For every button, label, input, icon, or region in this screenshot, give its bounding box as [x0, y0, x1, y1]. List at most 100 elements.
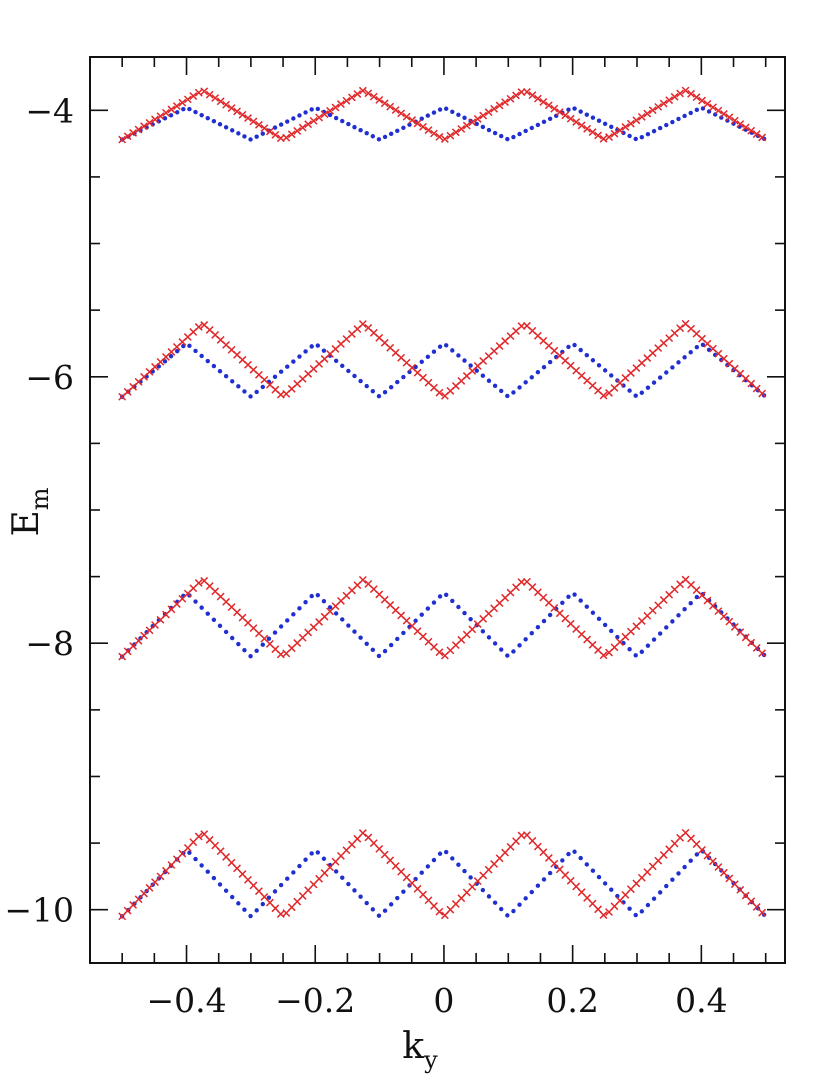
blue-dot-point: [590, 358, 596, 363]
blue-dot-point: [480, 887, 486, 893]
blue-dot-point: [602, 622, 608, 628]
y-tick-label: −4: [25, 91, 74, 130]
blue-dot-point: [615, 893, 620, 899]
blue-dot-point: [388, 131, 394, 137]
blue-dot-point: [480, 373, 486, 378]
red-cross-point: [681, 86, 690, 95]
blue-dot-point: [223, 888, 229, 893]
red-cross-point: [402, 112, 411, 121]
y-axis-label: Em: [6, 487, 54, 536]
blue-dot-point: [676, 116, 681, 122]
red-cross-point: [687, 89, 695, 98]
blue-dot-point: [645, 385, 651, 390]
red-cross-point: [670, 92, 679, 101]
blue-dot-point: [407, 369, 412, 375]
blue-dot-point: [193, 599, 198, 604]
blue-dot-point: [688, 350, 693, 355]
red-cross-point: [473, 114, 482, 123]
blue-dot-point: [443, 592, 449, 598]
blue-dot-point: [285, 364, 290, 369]
blue-dot-point: [223, 629, 229, 635]
red-cross-point: [151, 115, 159, 124]
red-cross-point: [337, 100, 345, 109]
blue-dot-point: [211, 363, 217, 369]
red-cross-point: [375, 96, 384, 104]
blue-dot-point: [566, 594, 571, 599]
blue-dot-point: [517, 902, 522, 907]
blue-dot-point: [450, 598, 455, 604]
blue-dot-point: [615, 634, 620, 640]
blue-dot-point: [309, 107, 314, 112]
blue-dot-point: [670, 365, 675, 370]
red-cross-point: [643, 109, 652, 118]
red-cross-point: [358, 320, 367, 328]
blue-dot-point: [309, 593, 314, 599]
blue-dot-point: [694, 852, 700, 857]
blue-dot-point: [517, 131, 522, 137]
blue-dot-point: [627, 647, 632, 652]
blue-dot-point: [217, 368, 223, 374]
blue-dot-point: [609, 628, 614, 634]
blue-dot-point: [211, 875, 217, 881]
blue-dot-point: [480, 629, 486, 634]
blue-dot-point: [187, 850, 192, 855]
blue-dot-point: [468, 616, 473, 622]
blue-dot-point: [193, 109, 198, 115]
blue-dot-point: [242, 907, 247, 912]
red-cross-point: [298, 123, 307, 132]
blue-dot-point: [193, 348, 198, 354]
blue-dot-point: [499, 133, 504, 139]
blue-dot-point: [664, 370, 669, 375]
red-cross-point: [140, 122, 148, 131]
blue-dot-point: [639, 135, 645, 140]
blue-dot-point: [217, 882, 223, 887]
blue-dot-point: [450, 109, 455, 114]
blue-dot-point: [437, 851, 443, 856]
blue-dot-point: [193, 856, 198, 862]
blue-dot-point: [462, 868, 467, 874]
red-cross-point: [616, 126, 624, 135]
blue-dot-point: [547, 116, 553, 122]
blue-dot-point: [260, 642, 265, 647]
blue-dot-point: [505, 653, 510, 658]
blue-dot-point: [211, 119, 217, 124]
blue-dot-point: [162, 359, 168, 364]
blue-dot-point: [694, 107, 700, 113]
blue-dot-point: [242, 647, 247, 653]
red-cross-point: [599, 651, 608, 660]
blue-dot-point: [285, 119, 290, 124]
blue-dot-point: [437, 107, 443, 112]
blue-dot-point: [480, 124, 486, 130]
red-cross-point: [599, 134, 608, 143]
red-cross-point: [222, 100, 231, 109]
blue-dot-point: [254, 908, 259, 913]
blue-dot-point: [205, 115, 210, 121]
blue-dot-point: [664, 625, 669, 630]
x-tick-label: 0: [433, 981, 454, 1020]
blue-dot-point: [419, 870, 424, 875]
blue-dot-point: [572, 106, 577, 111]
red-cross-point: [588, 128, 597, 137]
blue-dot-point: [572, 849, 577, 854]
blue-dot-point: [633, 136, 638, 142]
blue-dot-point: [670, 619, 675, 624]
blue-dot-point: [401, 889, 406, 894]
blue-dot-point: [364, 131, 369, 136]
blue-dot-point: [382, 390, 388, 395]
blue-dot-point: [370, 647, 376, 653]
blue-dot-point: [285, 876, 290, 881]
blue-dot-point: [340, 617, 345, 622]
blue-dot-point: [578, 598, 583, 603]
blue-dot-point: [547, 359, 553, 365]
blue-dot-point: [370, 907, 376, 912]
blue-dot-point: [688, 858, 693, 863]
blue-dot-point: [523, 128, 528, 134]
blue-dot-point: [358, 378, 363, 384]
blue-dot-point: [437, 344, 443, 349]
blue-dot-point: [425, 113, 431, 118]
blue-dot-point: [700, 342, 706, 347]
blue-dot-point: [651, 128, 657, 134]
blue-dot-point: [254, 389, 259, 395]
blue-dot-point: [321, 856, 327, 861]
